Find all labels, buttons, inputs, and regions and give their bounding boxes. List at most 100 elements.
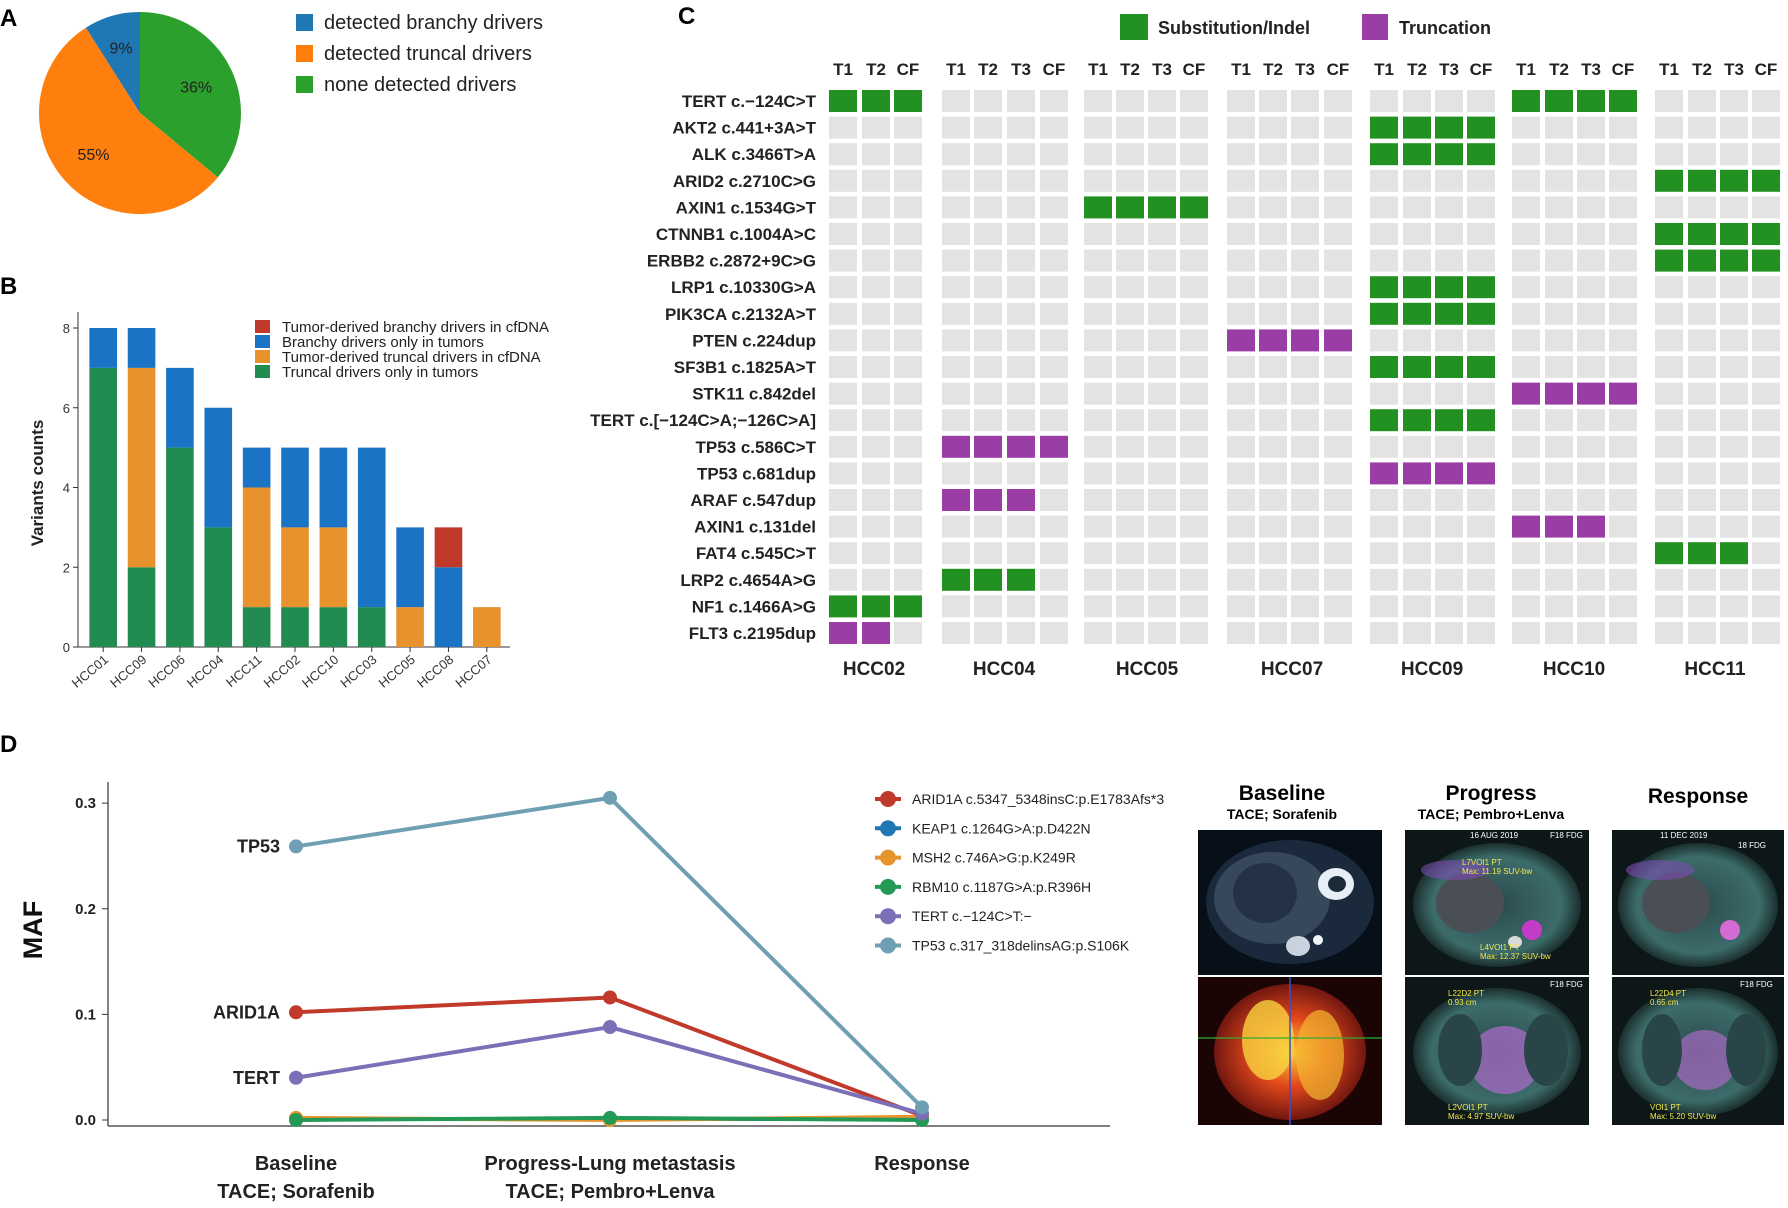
heatmap-cell-hcc10-t1: [1512, 276, 1540, 299]
heatmap-cell-hcc07-t3: [1291, 568, 1319, 591]
heatmap-cell-hcc04-t2: [974, 276, 1002, 299]
heatmap-cell-hcc02-cf: [894, 435, 922, 458]
heatmap-cell-hcc04-cf: [1040, 462, 1068, 485]
panel-label-c: C: [678, 3, 695, 30]
heatmap-cell-hcc11-t1: [1655, 276, 1683, 299]
heatmap-cell-hcc09-t1: [1370, 302, 1398, 325]
heatmap-cell-hcc02-cf: [894, 489, 922, 511]
heatmap-cell-hcc05-t3: [1148, 542, 1176, 565]
heatmap-cell-hcc11-t1: [1655, 382, 1683, 405]
progress-pet-ct-top: 16 AUG 2019 F18 FDG L7VOI1 PT Max: 11.19…: [1405, 830, 1589, 975]
legend-label-truncation: Truncation: [1399, 18, 1491, 38]
bar-hcc03-branchy-drivers-only-in-tumors: [357, 447, 386, 608]
heatmap-cell-hcc10-t2: [1545, 622, 1573, 644]
heatmap-cell-hcc07-t2: [1259, 409, 1287, 432]
heatmap-cell-hcc09-t3: [1435, 223, 1463, 245]
legend-swatch-none-detected-drivers: [296, 76, 313, 93]
heatmap-cell-hcc10-t3: [1577, 302, 1605, 325]
heatmap-cell-hcc07-cf: [1324, 622, 1352, 644]
heatmap-cell-hcc07-t2: [1259, 462, 1287, 485]
heatmap-cell-hcc11-t2: [1688, 143, 1716, 166]
heatmap-cell-hcc10-t3: [1577, 249, 1605, 272]
legend-marker-rbm10: [880, 878, 896, 895]
heatmap-cell-hcc10-t3: [1577, 515, 1605, 538]
heatmap-cell-hcc10-cf: [1609, 143, 1637, 166]
heatmap-cell-hcc04-cf: [1040, 489, 1068, 511]
heatmap-cell-hcc09-t3: [1435, 382, 1463, 405]
heatmap-cell-hcc05-t3: [1148, 223, 1176, 245]
heatmap-cell-hcc02-t1: [829, 169, 857, 192]
series-line-tert: [295, 1025, 923, 1116]
heatmap-cell-hcc07-t3: [1291, 356, 1319, 378]
heatmap-cell-hcc11-t1: [1655, 568, 1683, 591]
heatmap-cell-hcc09-t3: [1435, 542, 1463, 565]
heatmap-cell-hcc04-cf: [1040, 595, 1068, 618]
heatmap-cell-hcc02-cf: [894, 302, 922, 325]
heatmap-cell-hcc09-cf: [1467, 356, 1495, 378]
y-axis-title: MAF: [18, 901, 48, 959]
heatmap-cell-hcc05-t3: [1148, 515, 1176, 538]
heatmap-cell-hcc09-t2: [1403, 568, 1431, 591]
heatmap-cell-hcc10-cf: [1609, 489, 1637, 511]
heatmap-cell-hcc05-t2: [1116, 435, 1144, 458]
heatmap-cell-hcc09-t2: [1403, 435, 1431, 458]
heatmap-cell-hcc04-t1: [942, 143, 970, 166]
heatmap-cell-hcc09-t2: [1403, 276, 1431, 299]
mutation-label: TERT c.−124C>T: [682, 92, 817, 111]
x-tick-label: HCC05: [376, 652, 418, 691]
heatmap-cell-hcc11-t2: [1688, 196, 1716, 219]
heatmap-cell-hcc11-t2: [1688, 356, 1716, 378]
heatmap-cell-hcc04-t3: [1007, 249, 1035, 272]
heatmap-cell-hcc04-t1: [942, 169, 970, 192]
heatmap-cell-hcc02-cf: [894, 196, 922, 219]
heatmap-cell-hcc09-t3: [1435, 90, 1463, 112]
panel-label-b: B: [0, 273, 17, 300]
mutation-label: PIK3CA c.2132A>T: [665, 305, 817, 324]
heatmap-cell-hcc07-t1: [1227, 276, 1255, 299]
heatmap-cell-hcc05-t1: [1084, 542, 1112, 565]
heatmap-cell-hcc10-t2: [1545, 382, 1573, 405]
heatmap-cell-hcc04-t1: [942, 302, 970, 325]
heatmap-cell-hcc04-t3: [1007, 143, 1035, 166]
heatmap-cell-hcc11-t2: [1688, 489, 1716, 511]
heatmap-cell-hcc07-cf: [1324, 223, 1352, 245]
heatmap-cell-hcc04-t1: [942, 595, 970, 618]
series-point-tert: [289, 1070, 303, 1085]
heatmap-cell-hcc11-cf: [1752, 90, 1780, 112]
heatmap-cell-hcc09-cf: [1467, 223, 1495, 245]
patient-label-hcc04: HCC04: [973, 659, 1036, 680]
heatmap-cell-hcc05-cf: [1180, 568, 1208, 591]
heatmap-cell-hcc10-t3: [1577, 435, 1605, 458]
heatmap-cell-hcc09-t1: [1370, 382, 1398, 405]
heatmap-cell-hcc04-t3: [1007, 356, 1035, 378]
heatmap-cell-hcc11-t3: [1720, 409, 1748, 432]
y-tick-label: 2: [63, 560, 70, 575]
y-tick-label: 0.2: [75, 901, 96, 918]
heatmap-cell-hcc04-t3: [1007, 568, 1035, 591]
heatmap-cell-hcc10-t1: [1512, 302, 1540, 325]
heatmap-cell-hcc10-t2: [1545, 90, 1573, 112]
heatmap-cell-hcc09-t2: [1403, 302, 1431, 325]
mutation-label: AXIN1 c.131del: [694, 518, 816, 537]
heatmap-cell-hcc07-t2: [1259, 329, 1287, 352]
heatmap-cell-hcc10-t1: [1512, 249, 1540, 272]
mutation-label: NF1 c.1466A>G: [692, 597, 816, 616]
heatmap-cell-hcc09-t3: [1435, 595, 1463, 618]
heatmap-cell-hcc11-t3: [1720, 462, 1748, 485]
heatmap-cell-hcc09-t2: [1403, 249, 1431, 272]
heatmap-cell-hcc11-cf: [1752, 116, 1780, 139]
column-header-hcc11-t1: T1: [1659, 60, 1679, 79]
heatmap-cell-hcc10-t1: [1512, 169, 1540, 192]
heatmap-cell-hcc09-t1: [1370, 223, 1398, 245]
heatmap-cell-hcc10-t3: [1577, 276, 1605, 299]
heatmap-cell-hcc02-t1: [829, 515, 857, 538]
heatmap-cell-hcc05-t2: [1116, 462, 1144, 485]
heatmap-cell-hcc11-t2: [1688, 382, 1716, 405]
heatmap-cell-hcc09-cf: [1467, 249, 1495, 272]
heatmap-cell-hcc04-cf: [1040, 356, 1068, 378]
heatmap-cell-hcc07-t3: [1291, 169, 1319, 192]
x-tick-label: HCC02: [261, 652, 303, 691]
heatmap-cell-hcc02-t2: [862, 90, 890, 112]
heatmap-cell-hcc02-t1: [829, 568, 857, 591]
heatmap-cell-hcc07-t1: [1227, 382, 1255, 405]
